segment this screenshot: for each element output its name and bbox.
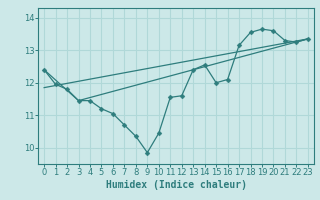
X-axis label: Humidex (Indice chaleur): Humidex (Indice chaleur) [106,180,246,190]
